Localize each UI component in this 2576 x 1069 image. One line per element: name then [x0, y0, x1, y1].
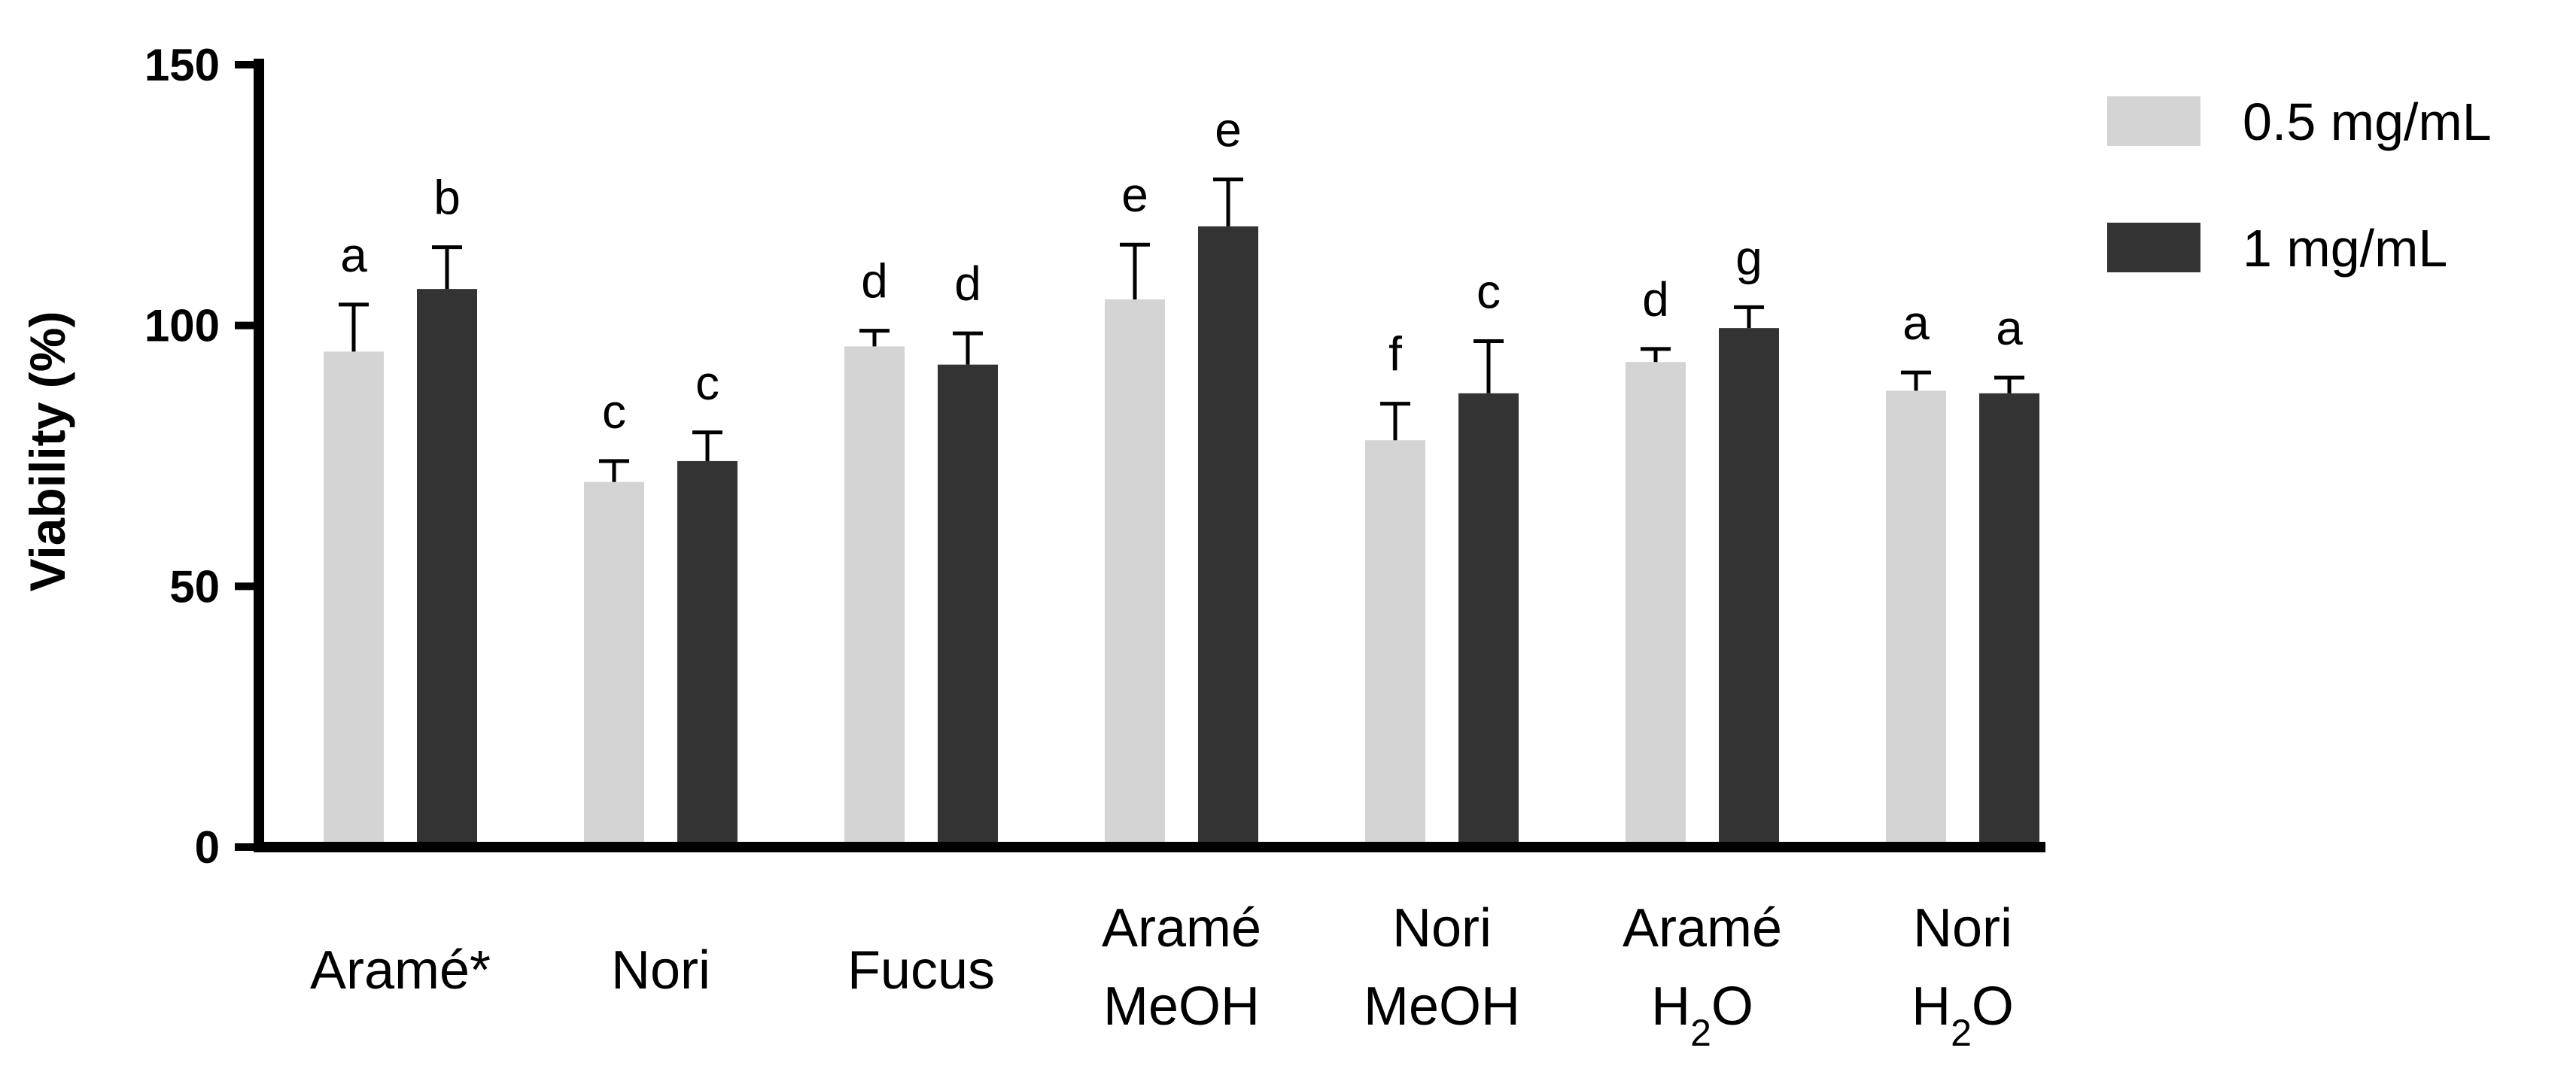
category-label-line2: H2O	[1911, 976, 2014, 1054]
category-label: Aramé	[1623, 898, 1782, 958]
bar	[1365, 440, 1425, 847]
bar	[1626, 362, 1686, 847]
bar	[1979, 393, 2039, 847]
category-label: Aramé	[1102, 898, 1261, 958]
category-label-line2: MeOH	[1364, 976, 1520, 1037]
legend: 0.5 mg/mL 1 mg/mL	[2107, 93, 2492, 278]
bar	[1719, 328, 1779, 848]
significance-letter: d	[861, 254, 888, 308]
legend-swatch	[2107, 223, 2200, 272]
axes-layer	[254, 59, 2045, 852]
bar	[1198, 226, 1258, 847]
category-label: Fucus	[847, 940, 995, 1001]
bar	[324, 351, 384, 847]
category-labels: Aramé* Nori Fucus Aramé MeOH Nori MeOH Aramé H2O…	[310, 898, 2014, 1054]
category-label: Aramé*	[310, 940, 491, 1001]
bar	[844, 346, 905, 847]
significance-letter: a	[1996, 301, 2023, 355]
bar	[1105, 299, 1165, 847]
y-tick-label: 50	[169, 561, 220, 612]
y-tick-label: 0	[195, 822, 220, 873]
y-ticks: 0 50 100 150	[144, 40, 259, 873]
significance-letter: e	[1215, 103, 1242, 157]
category-label: Nori	[1392, 898, 1492, 958]
significance-letter: a	[340, 228, 367, 282]
significance-letter: c	[695, 356, 719, 410]
significance-letter: a	[1902, 296, 1930, 350]
bar	[938, 364, 998, 848]
significance-letter: d	[1642, 272, 1669, 326]
legend-label: 0.5 mg/mL	[2243, 93, 2492, 151]
category-label: Nori	[1913, 898, 2012, 958]
bar	[1458, 393, 1519, 847]
y-tick-label: 150	[144, 40, 220, 90]
legend-swatch	[2107, 96, 2200, 146]
category-label: Nori	[611, 940, 710, 1001]
bar	[677, 460, 738, 847]
category-label-line2: H2O	[1651, 976, 1753, 1054]
significance-letter: c	[602, 384, 626, 439]
significance-letter: g	[1735, 230, 1762, 284]
significance-letter: f	[1388, 327, 1402, 381]
significance-letter: b	[433, 171, 461, 225]
bar	[584, 481, 644, 847]
significance-letter: d	[954, 257, 981, 311]
significance-letter: c	[1477, 264, 1501, 318]
bars-layer: a b c c d d e e f c d g a a	[324, 103, 2039, 848]
bar	[417, 289, 477, 848]
y-axis-title: Viability (%)	[20, 311, 75, 592]
significance-letter: e	[1121, 168, 1148, 222]
category-label-line2: MeOH	[1103, 976, 1260, 1037]
bar	[1886, 390, 1946, 847]
legend-label: 1 mg/mL	[2243, 219, 2447, 278]
y-tick-label: 100	[144, 301, 220, 351]
